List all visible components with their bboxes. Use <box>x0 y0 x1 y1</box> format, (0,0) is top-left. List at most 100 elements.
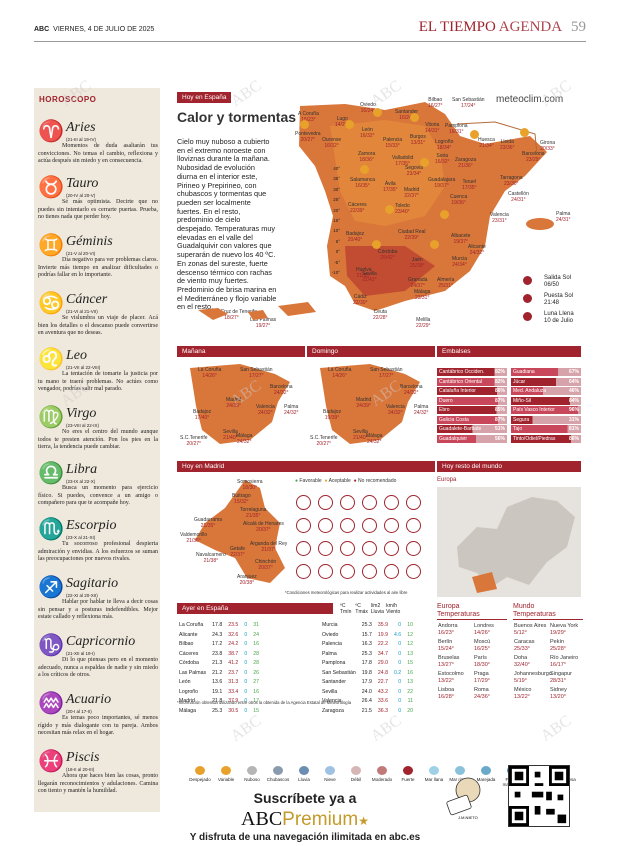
qr-code[interactable] <box>508 765 570 827</box>
zodiac-icon: ♋ <box>38 291 65 315</box>
sign-text: Sé más optimista. Decirte que no puedes … <box>38 199 158 221</box>
city-label: Soria 16/32° <box>435 153 450 165</box>
table-row: Zaragoza 21.5 36.3 0 20 <box>322 707 413 714</box>
sign-dates: (23-VIII al 22-IX) <box>66 423 100 428</box>
city-label: Cuenca 19/36° <box>450 194 468 206</box>
table-row: Las Palmas 21.2 23.7 0 26 <box>179 669 259 676</box>
city-label: Lugo 14/26° <box>335 116 350 128</box>
scale-tick: -5° <box>334 259 340 265</box>
table-row: Alicante 24.3 32.6 0 24 <box>179 631 259 638</box>
city-name: Caracas <box>514 639 535 645</box>
tag-madrid: Hoy en Madrid <box>177 461 435 472</box>
reservoir-row: Cantábrico Oriental 82% <box>437 377 507 386</box>
sign-dates: (20-I al 17-II) <box>66 709 92 714</box>
city-name: México <box>514 687 532 693</box>
zodiac-icon: ♓ <box>38 749 65 773</box>
temp-value: 28/31° <box>550 678 566 684</box>
zodiac-icon: ♊ <box>38 233 65 257</box>
city-label: Segovia 23/34° <box>405 165 424 177</box>
ad-line1: Suscríbete ya a <box>253 790 357 806</box>
table-row: Valencia 26.4 33.6 0 11 <box>322 698 413 704</box>
table-row: Bilbao 17.2 24.2 0 16 <box>179 641 259 647</box>
mundo-title: Mundo Temperaturas <box>513 603 583 620</box>
zodiac-icon: ♌ <box>38 347 65 371</box>
city-label: Girona 20/33° <box>540 140 556 152</box>
city-label: Zamora 18/36° <box>358 151 376 163</box>
page-number: 59 <box>571 19 586 35</box>
sign-text: Se vislumbra un viaje de placer. Acá bie… <box>38 315 158 337</box>
temp-value: 24/36° <box>474 694 490 700</box>
table-row: Murcia 25.3 35.9 0 10 <box>322 622 413 628</box>
canary-islands-map <box>198 302 316 320</box>
table-row: Palencia 16.3 22.2 0 12 <box>322 641 413 647</box>
sign-name: Libra <box>66 462 98 477</box>
city-label: Jaén 25/39° <box>410 257 425 269</box>
city-label: Melilla 22/29° <box>416 317 431 329</box>
brand-name: ABC <box>34 26 50 33</box>
temp-value: 15/24° <box>438 646 454 652</box>
table-row: Madrid 21.8 37.9 0 17 <box>179 698 259 704</box>
sign-name: Capricornio <box>66 634 136 649</box>
sign-text: No eres el centro del mundo aunque todos… <box>38 429 158 451</box>
temp-value: 18/30° <box>474 662 490 668</box>
section-title: EL TIEMPO AGENDA 59 <box>419 19 586 36</box>
madrid-map <box>195 480 285 583</box>
sign-name: Leo <box>66 348 87 363</box>
horoscope-title: HOROSCOPO <box>39 95 97 104</box>
sun-icon <box>520 128 529 137</box>
scale-tick: 20° <box>333 207 340 213</box>
city-label: Badajoz 17/40° <box>193 409 212 421</box>
temp-value: 16/17° <box>550 662 566 668</box>
city-label: Logroño 18/34° <box>435 139 454 151</box>
city-label: Pontevedra 20/27° <box>295 131 321 143</box>
temperature-scale: 40° 35° 30° 25° 20° 15° 10° 5° 0° -5° -10° <box>330 164 340 278</box>
scale-tick: 25° <box>333 197 340 203</box>
weather-icon <box>325 766 335 775</box>
reservoir-row: Med. Andaluza 46% <box>511 387 581 395</box>
city-label: Zaragoza 21/36° <box>455 157 477 169</box>
city-label: Badajoz 19/39° <box>323 409 342 421</box>
sunrise-icon <box>523 276 532 285</box>
sign-text: Di lo que piensas pero en el momento ade… <box>38 657 158 679</box>
sun-icon <box>410 113 419 122</box>
activity-icon <box>340 564 355 579</box>
weather-icon <box>429 766 439 775</box>
activity-icon <box>318 495 333 510</box>
sunrise-row: Salida Sol 06/50 <box>520 275 574 289</box>
sign-name: Sagitario <box>66 576 119 591</box>
reservoir-row: Guadalete-Barbate 51% <box>437 425 507 433</box>
sun-moon-legend: Salida Sol 06/50 Puesta Sol 21:48 Luna Lle… <box>520 275 574 329</box>
table-row: León 13.6 31.3 0 27 <box>179 679 259 685</box>
city-label: Huelva 21/35° <box>356 267 372 279</box>
city-label: Sevilla 22/42° <box>362 271 377 283</box>
reservoir-row: Segura 31% <box>511 415 581 424</box>
tag-domingo: Domingo <box>307 346 435 357</box>
temp-value: 13/27° <box>438 662 454 668</box>
sun-icon <box>360 165 369 174</box>
zodiac-icon: ♒ <box>38 691 65 715</box>
subscription-ad[interactable]: Suscríbete ya a ABCPremium★ Y disfruta d… <box>186 790 424 844</box>
weather-story: Cielo muy nuboso a cubierto en el extrem… <box>177 137 277 312</box>
city-name: Lisboa <box>438 687 455 693</box>
city-label: Barcelona 24/32° <box>400 384 423 396</box>
city-label: Toledo 23/40° <box>395 203 410 215</box>
activity-icon <box>384 495 399 510</box>
activity-icon <box>362 564 377 579</box>
temp-value: 17/29° <box>474 678 490 684</box>
world-region: Europa <box>437 477 457 483</box>
city-label: Sevilla 21/40° <box>353 429 368 441</box>
activity-icon <box>318 518 333 533</box>
sign-name: Aries <box>66 120 96 135</box>
europe-map <box>437 487 581 597</box>
sunset-row: Puesta Sol 21:48 <box>520 293 574 307</box>
weather-icon <box>273 766 283 775</box>
site-name: meteoclim.com <box>496 94 564 105</box>
city-label: Huesca 21/34° <box>478 137 495 149</box>
city-label: San Sebastián 17/27° <box>370 367 403 379</box>
activity-icon <box>406 541 421 556</box>
city-label: Palencia 15/33° <box>383 137 403 149</box>
temp-value: 16/25° <box>474 646 490 652</box>
watermark: ABC <box>227 712 265 745</box>
sun-icon <box>420 158 429 167</box>
city-name: Moscú <box>474 639 491 645</box>
